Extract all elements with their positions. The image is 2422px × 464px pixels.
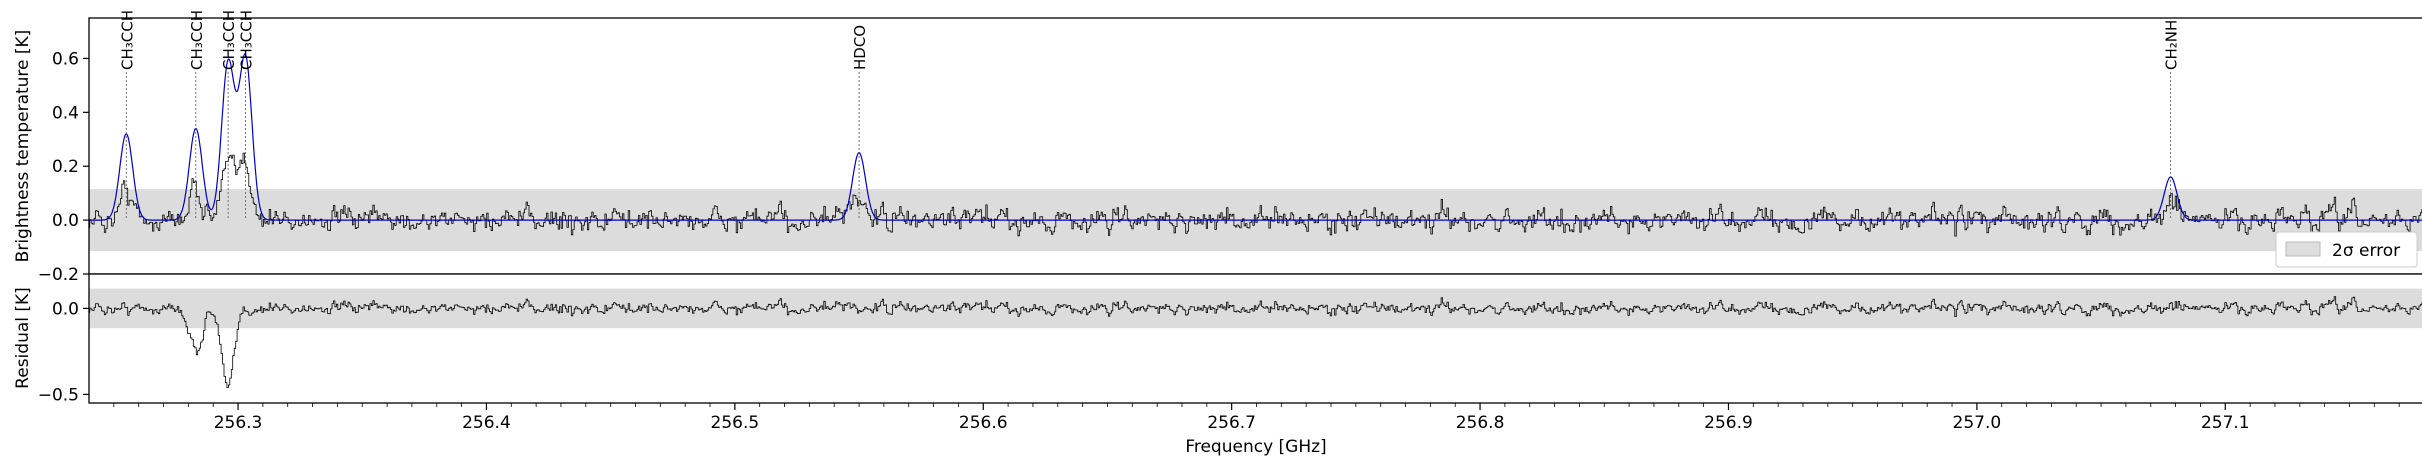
line-label: HDCO	[851, 25, 869, 70]
x-tick-label: 257.0	[1953, 413, 2002, 433]
residual-y-tick-label: −0.5	[38, 385, 79, 405]
x-tick-label: 256.7	[1207, 413, 1256, 433]
legend-label: 2σ error	[2332, 241, 2400, 261]
residual-ylabel: Residual [K]	[13, 287, 33, 389]
x-tick-label: 256.3	[214, 413, 263, 433]
line-label: CH₃CCH	[188, 10, 206, 70]
model-spectrum-line	[89, 52, 2422, 221]
x-tick-label: 256.5	[711, 413, 760, 433]
spectrum-panel: CH₃CCH CH₃CCH CH₃CCH CH₃CCH HDCO CH₂NH −0.20.…	[13, 10, 2422, 285]
y-tick-label: 0.4	[52, 103, 79, 123]
line-label: CH₃CCH	[220, 10, 238, 70]
line-label: CH₃CCH	[118, 10, 136, 70]
x-tick-label: 256.9	[1704, 413, 1753, 433]
residual-y-tick-label: 0.0	[52, 299, 79, 319]
residual-line	[89, 296, 2422, 388]
y-tick-label: −0.2	[38, 265, 79, 285]
x-tick-label: 257.1	[2201, 413, 2250, 433]
line-label: CH₂NH	[2163, 20, 2181, 70]
y-tick-label: 0.2	[52, 157, 79, 177]
x-axis-label: Frequency [GHz]	[1185, 437, 1326, 457]
residual-panel: −0.5 0.0 Residual [K]	[13, 273, 2422, 405]
legend: 2σ error	[2275, 231, 2418, 268]
y-tick-label: 0.6	[52, 49, 79, 69]
legend-swatch	[2285, 241, 2321, 257]
y-tick-label: 0.0	[52, 211, 79, 231]
spectrum-ylabel: Brightness temperature [K]	[13, 30, 33, 263]
x-tick-label: 256.6	[959, 413, 1008, 433]
line-label: CH₃CCH	[237, 10, 255, 70]
x-tick-label: 256.8	[1456, 413, 1505, 433]
x-tick-label: 256.4	[462, 413, 511, 433]
